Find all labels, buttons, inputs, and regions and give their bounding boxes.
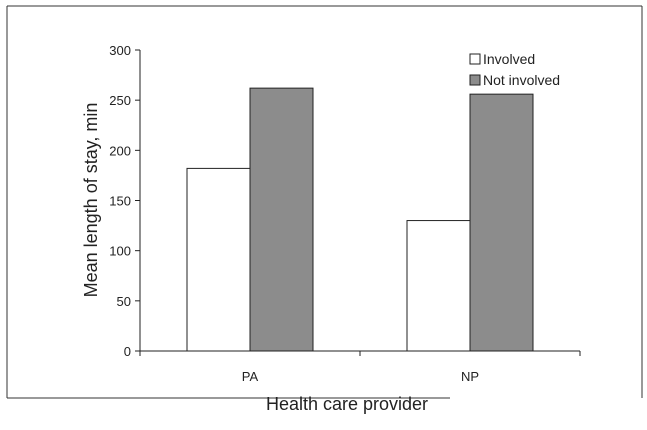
bar-np-involved <box>406 220 471 352</box>
bar-pa-involved <box>186 167 251 352</box>
y-tick-label-250: 250 <box>109 93 131 108</box>
bar-pa-not-involved <box>249 87 314 352</box>
bar-np-not-involved <box>469 93 534 352</box>
legend: Involved Not involved <box>469 51 560 88</box>
legend-swatch-not-involved <box>469 74 481 86</box>
y-tick-label-150: 150 <box>109 194 131 209</box>
legend-swatch-involved <box>469 53 481 65</box>
axes-layer: 0 50 100 150 200 250 300 PA NP <box>109 43 581 384</box>
bars-layer <box>186 87 534 352</box>
y-tick-label-100: 100 <box>109 244 131 259</box>
x-tick-label-np: NP <box>461 369 479 384</box>
y-axis-title: Mean length of stay, min <box>81 103 101 298</box>
x-axis-title: Health care provider <box>266 394 428 414</box>
y-tick-label-200: 200 <box>109 143 131 158</box>
x-tick-label-pa: PA <box>242 369 259 384</box>
y-tick-label-0: 0 <box>124 344 131 359</box>
y-tick-label-300: 300 <box>109 43 131 58</box>
legend-label-not-involved: Not involved <box>483 72 560 88</box>
legend-label-involved: Involved <box>483 51 535 67</box>
y-tick-label-50: 50 <box>117 294 131 309</box>
